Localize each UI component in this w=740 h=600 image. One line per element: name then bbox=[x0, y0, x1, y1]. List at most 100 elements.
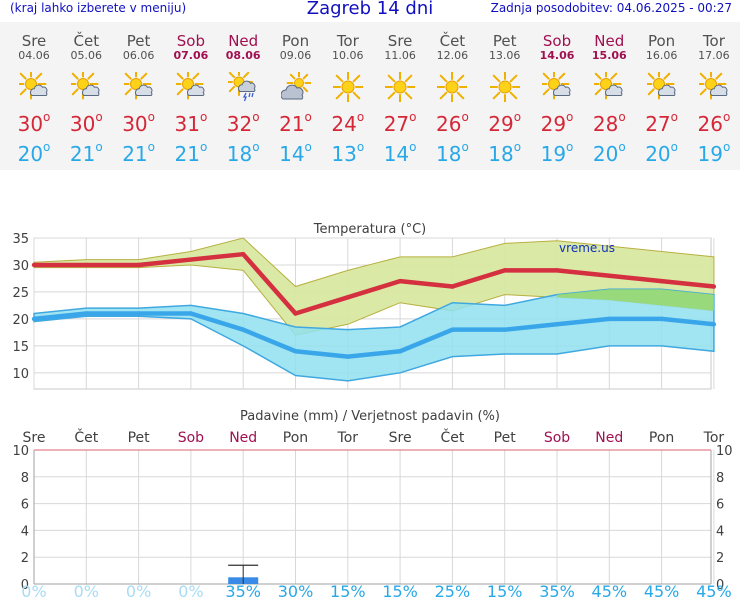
day-name: Tor bbox=[336, 32, 359, 50]
sun-cloud-storm-icon bbox=[225, 68, 258, 102]
temp-max: 29o bbox=[488, 110, 522, 136]
temperature-y-tick: 10 bbox=[12, 367, 29, 382]
temperature-chart: Temperatura (°C) 10 15 20 25 30 35 vreme.us bbox=[12, 222, 717, 390]
temp-max: 27o bbox=[383, 110, 417, 136]
temp-max-value: 26 bbox=[697, 112, 723, 136]
max-temp-point bbox=[293, 311, 298, 316]
last-updated: Zadnja posodobitev: 04.06.2025 - 00:27 bbox=[490, 1, 732, 15]
temp-max: 31o bbox=[174, 110, 208, 136]
temperature-y-tick: 25 bbox=[12, 286, 29, 301]
temp-min: 21o bbox=[174, 140, 208, 166]
temp-min-value: 21 bbox=[122, 142, 148, 166]
precip-y-tick-left: 4 bbox=[21, 524, 29, 539]
max-temp-point bbox=[84, 262, 89, 268]
precip-day-label: Sre bbox=[389, 430, 412, 446]
min-temp-point bbox=[293, 349, 298, 354]
precip-y-tick-right: 2 bbox=[716, 551, 724, 566]
max-temp-point bbox=[345, 295, 350, 300]
precip-y-tick-left: 6 bbox=[21, 498, 29, 513]
min-temperature-line bbox=[33, 311, 715, 359]
temp-min: 20o bbox=[592, 140, 626, 166]
max-temp-point bbox=[659, 278, 664, 284]
temp-min: 14o bbox=[279, 140, 312, 166]
temp-max-value: 27 bbox=[645, 112, 671, 136]
temp-min-value: 18 bbox=[488, 142, 514, 166]
temp-max: 26o bbox=[435, 110, 469, 136]
temp-min-value: 14 bbox=[383, 142, 410, 166]
max-temp-point bbox=[188, 257, 194, 262]
min-temp-point bbox=[397, 349, 403, 354]
header: (kraj lahko izberete v meniju) Zagreb 14… bbox=[0, 0, 740, 22]
precip-y-tick-left: 2 bbox=[21, 551, 29, 566]
day-date: 06.06 bbox=[122, 49, 155, 62]
watermark: vreme.us bbox=[559, 241, 615, 255]
precip-probability: 0% bbox=[74, 582, 99, 600]
sun-cloud-icon bbox=[590, 68, 624, 102]
min-temp-point bbox=[136, 311, 141, 316]
max-temp-point bbox=[554, 268, 560, 273]
temp-min-value: 18 bbox=[226, 142, 253, 166]
precip-probability: 35% bbox=[539, 582, 575, 600]
precip-day-label: Čet bbox=[440, 428, 464, 446]
temp-min: 19o bbox=[697, 140, 731, 166]
precip-y-tick-right: 6 bbox=[716, 498, 724, 513]
day-name: Sob bbox=[176, 32, 205, 50]
temp-min-value: 18 bbox=[435, 142, 462, 166]
temp-max-value: 30 bbox=[17, 112, 44, 136]
sun-cloud-icon bbox=[538, 68, 572, 102]
precip-y-tick-left: 8 bbox=[21, 471, 29, 486]
min-temp-point bbox=[188, 311, 194, 316]
precip-probability: 30% bbox=[278, 582, 314, 600]
temp-max: 30o bbox=[17, 110, 51, 136]
forecast-panel: Sre 04.06 30o 20o Čet 05.06 30o 21o Pet 06.06 30o 2… bbox=[0, 22, 740, 170]
temp-max: 30o bbox=[69, 110, 103, 136]
temp-max-value: 32 bbox=[226, 112, 253, 136]
sun-cloud-icon bbox=[120, 68, 154, 102]
temp-max-value: 27 bbox=[383, 112, 410, 136]
temp-min: 18o bbox=[226, 140, 260, 166]
min-temp-point bbox=[450, 327, 455, 332]
day-date: 08.06 bbox=[225, 49, 261, 62]
day-name: Tor bbox=[702, 32, 725, 50]
min-temp-point bbox=[554, 322, 560, 327]
min-temp-range-band bbox=[33, 288, 715, 382]
temperature-y-tick: 15 bbox=[12, 340, 29, 355]
max-temp-point bbox=[607, 273, 612, 278]
sun-cloud-icon bbox=[15, 68, 49, 102]
temp-min-value: 19 bbox=[697, 142, 723, 166]
day-date: 11.06 bbox=[384, 49, 416, 62]
temp-max-value: 29 bbox=[488, 112, 514, 136]
day-date: 04.06 bbox=[18, 49, 50, 62]
precip-y-tick-right: 10 bbox=[716, 444, 733, 459]
temp-max-value: 26 bbox=[435, 112, 462, 136]
temp-min-value: 14 bbox=[279, 142, 305, 166]
temp-max-value: 31 bbox=[174, 112, 200, 136]
precip-probability: 0% bbox=[178, 582, 203, 600]
sun-cloud-icon bbox=[643, 68, 677, 102]
sun-cloud-icon bbox=[67, 68, 101, 102]
day-name: Pet bbox=[492, 32, 517, 50]
max-temp-point bbox=[711, 284, 717, 289]
location-menu-note: (kraj lahko izberete v meniju) bbox=[10, 1, 187, 15]
temp-max-value: 28 bbox=[592, 112, 619, 136]
min-temp-point bbox=[659, 316, 664, 322]
max-temp-point bbox=[31, 262, 37, 268]
max-temp-point bbox=[241, 251, 246, 257]
temp-min-value: 20 bbox=[17, 142, 44, 166]
cloud-sun-icon bbox=[280, 70, 311, 102]
precip-probability: 45% bbox=[644, 582, 680, 600]
precip-y-tick-left: 10 bbox=[12, 444, 29, 459]
temperature-chart-title: Temperatura (°C) bbox=[313, 222, 426, 237]
day-date: 15.06 bbox=[591, 49, 627, 62]
max-temp-point bbox=[450, 284, 455, 289]
temp-min-value: 21 bbox=[174, 142, 200, 166]
temp-max: 30o bbox=[122, 110, 155, 136]
temp-min-value: 20 bbox=[645, 142, 671, 166]
precip-probability: 45% bbox=[592, 582, 628, 600]
day-name: Sob bbox=[542, 32, 572, 50]
day-name: Pon bbox=[647, 32, 676, 50]
precip-y-tick-right: 0 bbox=[716, 578, 724, 593]
temp-min: 14o bbox=[383, 140, 417, 166]
day-name: Pet bbox=[126, 32, 151, 50]
